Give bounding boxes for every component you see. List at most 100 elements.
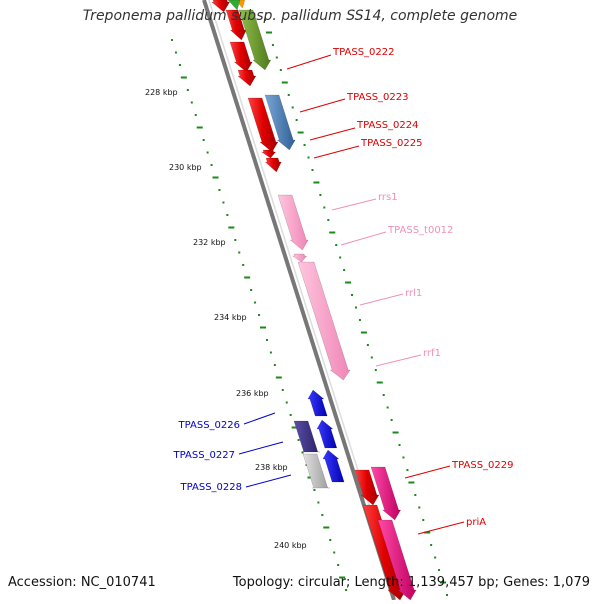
scale-minor-tick [317,501,320,504]
feature-label: TPASS_0229 [451,460,513,471]
scale-minor-tick [275,56,278,59]
scale-label: 230 kbp [169,163,202,172]
scale-minor-tick [339,256,342,259]
right-scale-line [264,19,448,596]
feature-leader-line [375,354,422,367]
feature-labels: TPASS_0222 TPASS_0223 TPASS_0224 TPASS_0225… [173,47,513,535]
scale-minor-tick [323,206,326,209]
scale-minor-tick [279,69,282,71]
feature-leader-line [309,127,356,141]
accession-text: Accession: NC_010741 [8,575,156,590]
feature-label: TPASS_t0012 [387,225,453,236]
feature-leader-line [286,54,332,70]
scale-major-tick [212,176,219,179]
scale-minor-tick [414,494,417,496]
scale-major-tick [376,381,383,384]
feature-label: rrf1 [423,348,441,359]
scale-minor-tick [234,239,237,241]
scale-major-tick [345,281,352,284]
feature-leader-line [238,441,284,455]
feature-label: TPASS_0222 [332,47,394,58]
gene-red-f [264,157,282,173]
feature-label: TPASS_0223 [346,92,408,103]
gene-blue-a [307,389,328,417]
scale-minor-tick [418,506,421,509]
scale-major-tick [408,481,415,484]
feature-label: TPASS_0228 [180,482,242,493]
scale-minor-tick [206,151,209,154]
scale-minor-tick [190,101,193,104]
scale-minor-tick [343,269,346,271]
gene-magenta-b [377,519,417,601]
scale-major-tick [339,576,346,579]
scale-label: 236 kbp [236,389,269,398]
scale-minor-tick [301,451,304,454]
feature-leader-line [243,412,276,425]
scale-labels: 228 kbp 230 kbp 232 kbp 234 kbp 236 kbp 238 k… [145,88,307,550]
scale-minor-tick [297,439,300,441]
gene-grey [302,453,330,489]
scale-minor-tick [171,39,173,41]
scale-minor-tick [273,364,276,366]
scale-minor-tick [390,419,393,421]
gene-red-e [260,149,277,159]
feature-leader-line [417,521,465,535]
scale-major-tick [180,76,187,79]
gene-magenta-a [370,466,402,521]
gene-red-g [354,469,380,506]
feature-label: TPASS_0226 [178,420,240,431]
scale-minor-tick [327,219,330,221]
scale-major-tick [360,331,367,334]
feature-leader-line [245,474,292,488]
scale-minor-tick [374,369,377,371]
scale-minor-tick [430,544,433,546]
gene-steelblue [264,94,296,151]
scale-minor-tick [351,294,354,296]
scale-minor-tick [434,556,437,559]
scale-minor-tick [319,194,322,196]
left-scale-line [171,39,348,591]
scale-major-tick [281,81,288,84]
feature-label: rrs1 [378,192,398,203]
scale-minor-tick [254,301,257,304]
scale-minor-tick [222,201,225,204]
feature-leader-line [313,145,360,159]
gene-red-top [210,0,231,13]
scale-minor-tick [265,339,268,341]
gene-green-small [227,0,241,11]
scale-minor-tick [398,444,401,446]
scale-minor-tick [226,214,229,216]
scale-minor-tick [202,139,205,141]
gene-red-b [229,41,253,73]
scale-label: 238 kbp [255,463,288,472]
gene-red-h [362,504,407,601]
scale-minor-tick [406,469,409,471]
feature-leader-line [404,465,451,479]
scale-major-tick [440,581,447,584]
feature-label: TPASS_0227 [173,450,235,461]
gene-blue-b [316,419,338,449]
gene-olive [238,9,272,71]
scale-minor-tick [402,456,405,459]
scale-label: 228 kbp [145,88,178,97]
scale-tick-marks [171,19,448,596]
scale-minor-tick [194,114,197,116]
gene-red-a [225,9,247,41]
scale-minor-tick [250,289,253,291]
scale-minor-tick [329,539,332,541]
scale-minor-tick [210,164,213,166]
scale-minor-tick [289,414,292,416]
scale-major-tick [244,276,251,279]
genome-summary-text: Topology: circular; Length: 1,139,457 bp… [232,575,590,590]
scale-minor-tick [358,319,361,321]
scale-minor-tick [269,351,272,354]
scale-minor-tick [186,89,189,91]
scale-minor-tick [307,156,310,159]
scale-minor-tick [285,401,288,404]
feature-leader-line [359,293,404,306]
feature-leader-line [331,198,377,211]
scale-minor-tick [271,44,274,46]
scale-major-tick [265,31,272,34]
scale-minor-tick [258,314,261,316]
